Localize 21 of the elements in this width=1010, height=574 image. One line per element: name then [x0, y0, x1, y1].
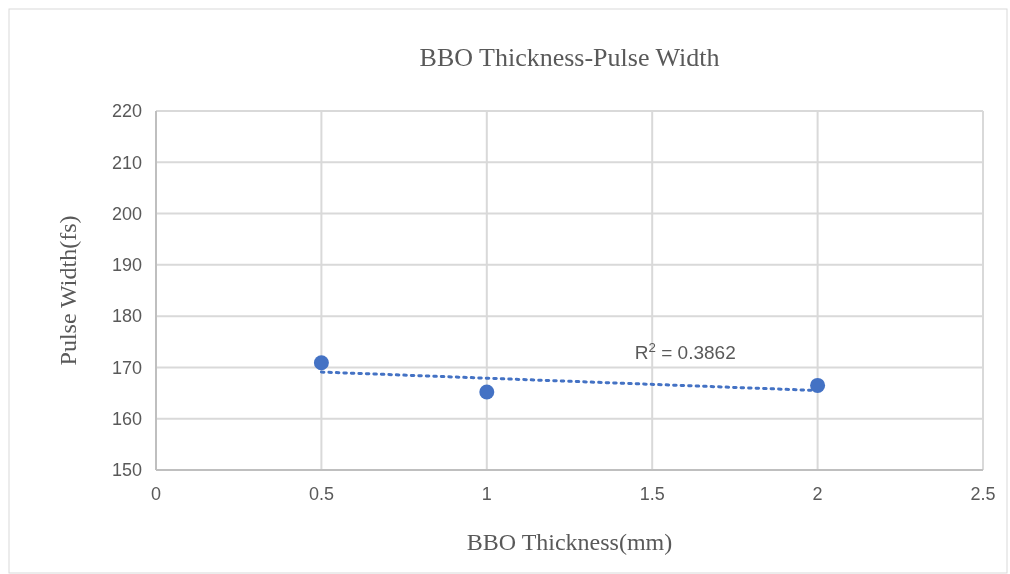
x-tick-label: 1.5 [639, 484, 665, 504]
y-tick-label: 180 [111, 306, 142, 327]
x-tick-label: 1 [481, 484, 492, 504]
annotation: R$^{2}$ = 0.3862 [634, 339, 736, 363]
y-tick-label: 190 [111, 255, 142, 276]
y-tick-label: 210 [111, 152, 142, 173]
point [810, 377, 826, 393]
x-tick-label: 0 [150, 484, 162, 504]
x-tick-label: 0.5 [308, 484, 334, 504]
chart-title: BBO Thickness-Pulse Width [419, 43, 720, 72]
point [479, 384, 495, 400]
x-tick-label: 2 [812, 484, 823, 504]
y-tick-label: 160 [111, 409, 142, 430]
y-tick-label: 150 [111, 460, 142, 481]
x-tick-label: 2.5 [970, 484, 996, 504]
y-tick-label: 200 [111, 203, 142, 224]
y-axis-title: Pulse Width(fs) [55, 215, 81, 366]
y-tick-label: 220 [111, 101, 142, 122]
x-axis-title: BBO Thickness(mm) [466, 529, 673, 555]
point [313, 355, 329, 371]
y-tick-label: 170 [111, 357, 142, 378]
